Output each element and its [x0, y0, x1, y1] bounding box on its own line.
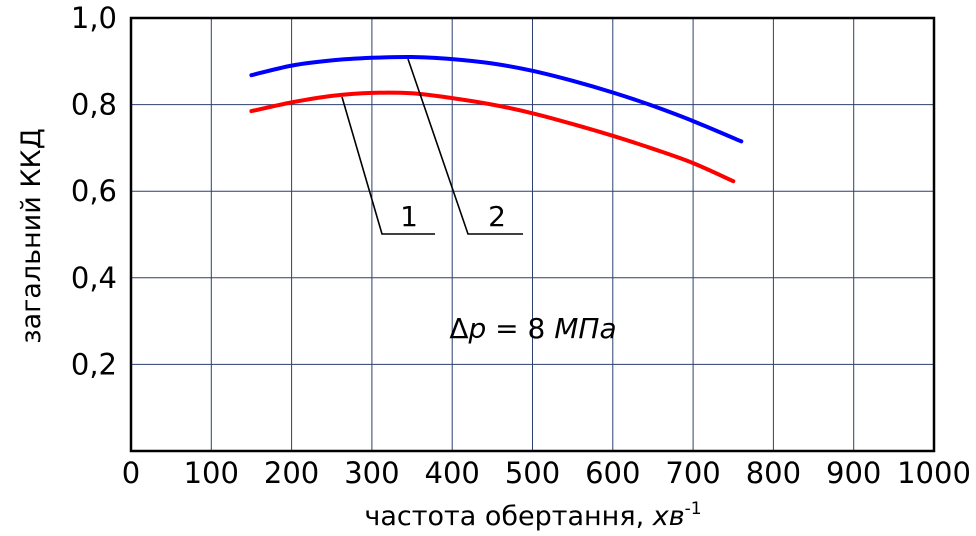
x-tick-labels: 0 100 200 300 400 500 600 700 800 900 1000: [122, 456, 971, 490]
annotation-unit: МПа: [554, 312, 616, 345]
series-leaders: [341, 58, 523, 235]
plot-frame: [129, 16, 936, 453]
annotation-var: p: [468, 312, 487, 345]
x-tick-label: 800: [746, 456, 801, 490]
y-axis-title: загальний ККД: [16, 128, 47, 344]
series-label-2: 2: [488, 200, 506, 233]
series-lines: [249, 54, 744, 184]
x-tick-label: 200: [264, 456, 319, 490]
leader-line-2: [407, 58, 523, 235]
series-line-1: [249, 90, 736, 184]
x-tick-label: 400: [425, 456, 480, 490]
x-axis-title-sup: -1: [685, 499, 702, 519]
y-tick-label: 0,8: [71, 88, 117, 122]
x-tick-label: 100: [184, 456, 239, 490]
series-label-1: 1: [400, 200, 418, 233]
x-tick-label: 900: [826, 456, 881, 490]
x-axis-title: частота обертання, хв-1: [364, 499, 701, 532]
x-tick-label: 600: [585, 456, 640, 490]
y-tick-label: 1,0: [71, 1, 117, 35]
x-tick-label: 1000: [897, 456, 971, 490]
x-tick-label: 700: [665, 456, 720, 490]
y-tick-label: 0,2: [71, 347, 117, 381]
annotation-delta: Δ: [449, 312, 468, 345]
annotation-rest: = 8: [486, 312, 554, 345]
leader-line-1: [341, 96, 435, 235]
y-tick-labels: 0,2 0,4 0,6 0,8 1,0: [71, 1, 117, 381]
grid: [131, 18, 934, 451]
x-axis-title-unit: хв: [652, 501, 685, 532]
x-tick-label: 500: [505, 456, 560, 490]
y-tick-label: 0,6: [71, 174, 117, 208]
pressure-annotation: Δp = 8 МПа: [449, 312, 616, 345]
x-axis-title-text: частота обертання,: [364, 501, 652, 532]
x-tick-label: 0: [122, 456, 140, 490]
y-tick-label: 0,4: [71, 261, 117, 295]
series-line-2: [249, 54, 744, 144]
x-tick-label: 300: [344, 456, 399, 490]
